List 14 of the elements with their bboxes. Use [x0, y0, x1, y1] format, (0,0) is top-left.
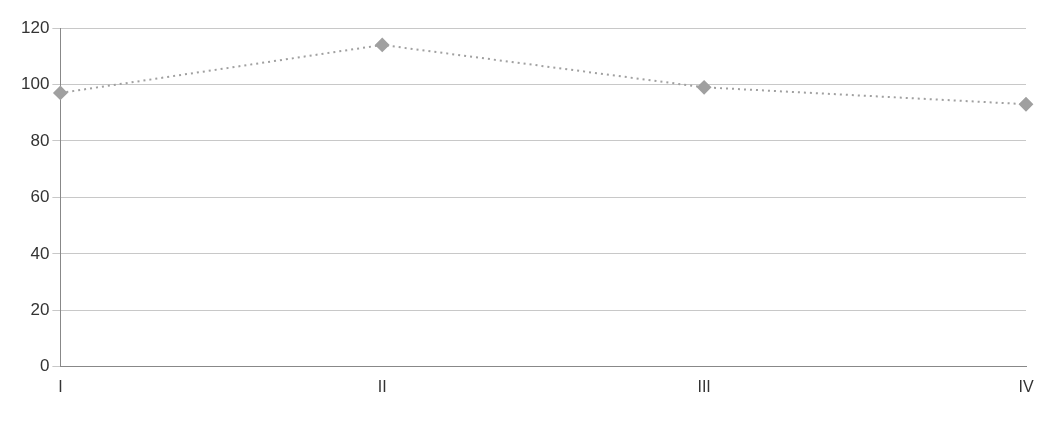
y-tick-label: 40	[30, 243, 50, 263]
y-tick-label: 0	[39, 356, 50, 376]
y-tick-label: 80	[30, 130, 50, 150]
y-tick-label: 20	[30, 300, 50, 320]
point	[697, 80, 712, 95]
x-tick-label: I	[58, 377, 63, 395]
point	[375, 37, 390, 52]
y-tick-label: 120	[20, 17, 50, 37]
x-tick-label: III	[697, 377, 711, 395]
point	[1019, 97, 1033, 112]
x-tick-label: II	[377, 377, 387, 395]
y-tick-label: 100	[20, 74, 50, 94]
y-tick-label: 60	[30, 187, 50, 207]
x-tick-label: IV	[1018, 377, 1034, 395]
